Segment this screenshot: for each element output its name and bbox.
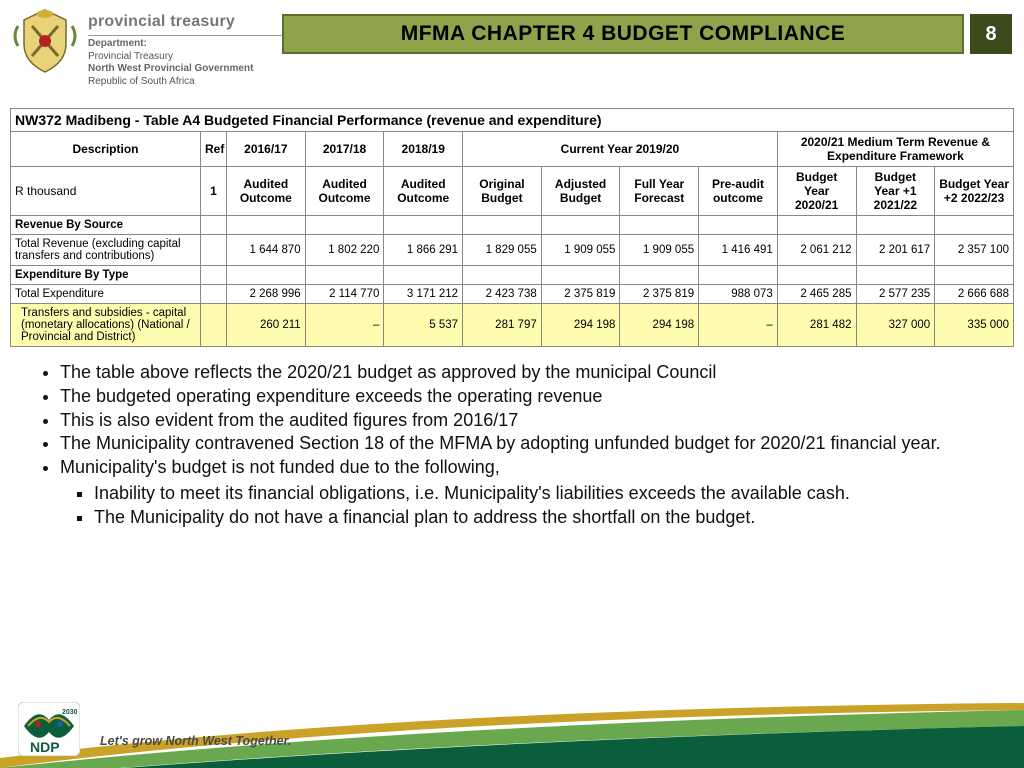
exp-0: 2 268 996: [227, 285, 306, 304]
tr-4: 294 198: [541, 304, 620, 347]
bullet-5b: The Municipality do not have a financial…: [94, 506, 986, 530]
rev-9: 2 357 100: [935, 235, 1014, 266]
th-2016-17: 2016/17: [227, 132, 306, 167]
ndp-logo-icon: 2030 NDP: [18, 702, 80, 756]
ndp-text: NDP: [30, 739, 60, 755]
exp-3: 2 423 738: [463, 285, 542, 304]
sh-4: Adjusted Budget: [541, 167, 620, 216]
row-total-expenditure: Total Expenditure 2 268 996 2 114 770 3 …: [11, 285, 1014, 304]
slide-title: MFMA CHAPTER 4 BUDGET COMPLIANCE: [282, 14, 964, 54]
sh-7: Budget Year 2020/21: [777, 167, 856, 216]
bullet-list: The table above reflects the 2020/21 bud…: [38, 361, 986, 529]
dept-line4: North West Provincial Government: [88, 63, 298, 76]
rev-7: 2 061 212: [777, 235, 856, 266]
tr-6: –: [699, 304, 778, 347]
bullet-2: The budgeted operating expenditure excee…: [60, 385, 986, 409]
sh-1: Audited Outcome: [305, 167, 384, 216]
exp-2: 3 171 212: [384, 285, 463, 304]
sh-5: Full Year Forecast: [620, 167, 699, 216]
ndp-year: 2030: [62, 709, 78, 716]
section-revenue-label: Revenue By Source: [11, 216, 201, 235]
row-tr-label: Transfers and subsidies - capital (monet…: [11, 304, 201, 347]
footer-wave-icon: [0, 698, 1024, 768]
row-transfers: Transfers and subsidies - capital (monet…: [11, 304, 1014, 347]
row-total-revenue: Total Revenue (excluding capital transfe…: [11, 235, 1014, 266]
tr-1: –: [305, 304, 384, 347]
sh-9: Budget Year +2 2022/23: [935, 167, 1014, 216]
rev-4: 1 909 055: [541, 235, 620, 266]
exp-4: 2 375 819: [541, 285, 620, 304]
th-mtref: 2020/21 Medium Term Revenue & Expenditur…: [777, 132, 1013, 167]
section-expenditure: Expenditure By Type: [11, 266, 1014, 285]
tr-9: 335 000: [935, 304, 1014, 347]
sh-0: Audited Outcome: [227, 167, 306, 216]
dept-name: provincial treasury: [88, 12, 298, 32]
row-exp-label: Total Expenditure: [11, 285, 201, 304]
exp-6: 988 073: [699, 285, 778, 304]
budget-table-wrap: NW372 Madibeng - Table A4 Budgeted Finan…: [10, 108, 1014, 347]
th-current-year: Current Year 2019/20: [463, 132, 778, 167]
exp-8: 2 577 235: [856, 285, 935, 304]
exp-1: 2 114 770: [305, 285, 384, 304]
dept-label: Department:: [88, 38, 298, 51]
sh-3: Original Budget: [463, 167, 542, 216]
rev-2: 1 866 291: [384, 235, 463, 266]
rev-1: 1 802 220: [305, 235, 384, 266]
bullet-3: This is also evident from the audited fi…: [60, 409, 986, 433]
tr-3: 281 797: [463, 304, 542, 347]
tr-0: 260 211: [227, 304, 306, 347]
tr-8: 327 000: [856, 304, 935, 347]
tr-7: 281 482: [777, 304, 856, 347]
table-caption: NW372 Madibeng - Table A4 Budgeted Finan…: [11, 109, 1014, 132]
rev-0: 1 644 870: [227, 235, 306, 266]
rev-3: 1 829 055: [463, 235, 542, 266]
page-number: 8: [970, 14, 1012, 54]
department-text: provincial treasury Department: Provinci…: [88, 6, 298, 88]
rev-8: 2 201 617: [856, 235, 935, 266]
tr-2: 5 537: [384, 304, 463, 347]
section-revenue: Revenue By Source: [11, 216, 1014, 235]
tr-5: 294 198: [620, 304, 699, 347]
row-rev-label: Total Revenue (excluding capital transfe…: [11, 235, 201, 266]
section-exp-label: Expenditure By Type: [11, 266, 201, 285]
bullet-1: The table above reflects the 2020/21 bud…: [60, 361, 986, 385]
sh-2: Audited Outcome: [384, 167, 463, 216]
dept-line5: Republic of South Africa: [88, 76, 298, 89]
rev-6: 1 416 491: [699, 235, 778, 266]
coat-of-arms-icon: [10, 6, 80, 76]
bullet-5a: Inability to meet its financial obligati…: [94, 482, 986, 506]
sh-8: Budget Year +1 2021/22: [856, 167, 935, 216]
th-description: Description: [11, 132, 201, 167]
th-unit: R thousand: [11, 167, 201, 216]
bullet-4: The Municipality contravened Section 18 …: [60, 432, 986, 456]
exp-9: 2 666 688: [935, 285, 1014, 304]
rev-5: 1 909 055: [620, 235, 699, 266]
footer-tagline: Let's grow North West Together.: [100, 734, 291, 748]
th-2017-18: 2017/18: [305, 132, 384, 167]
sh-6: Pre-audit outcome: [699, 167, 778, 216]
slide-title-text: MFMA CHAPTER 4 BUDGET COMPLIANCE: [401, 22, 846, 46]
page-number-text: 8: [985, 23, 996, 46]
dept-line3: Provincial Treasury: [88, 51, 298, 64]
bullet-5-text: Municipality's budget is not funded due …: [60, 457, 500, 477]
th-2018-19: 2018/19: [384, 132, 463, 167]
bullet-5: Municipality's budget is not funded due …: [60, 456, 986, 529]
exp-7: 2 465 285: [777, 285, 856, 304]
th-ref-val: 1: [201, 167, 227, 216]
budget-table: NW372 Madibeng - Table A4 Budgeted Finan…: [10, 108, 1014, 347]
exp-5: 2 375 819: [620, 285, 699, 304]
th-ref: Ref: [201, 132, 227, 167]
